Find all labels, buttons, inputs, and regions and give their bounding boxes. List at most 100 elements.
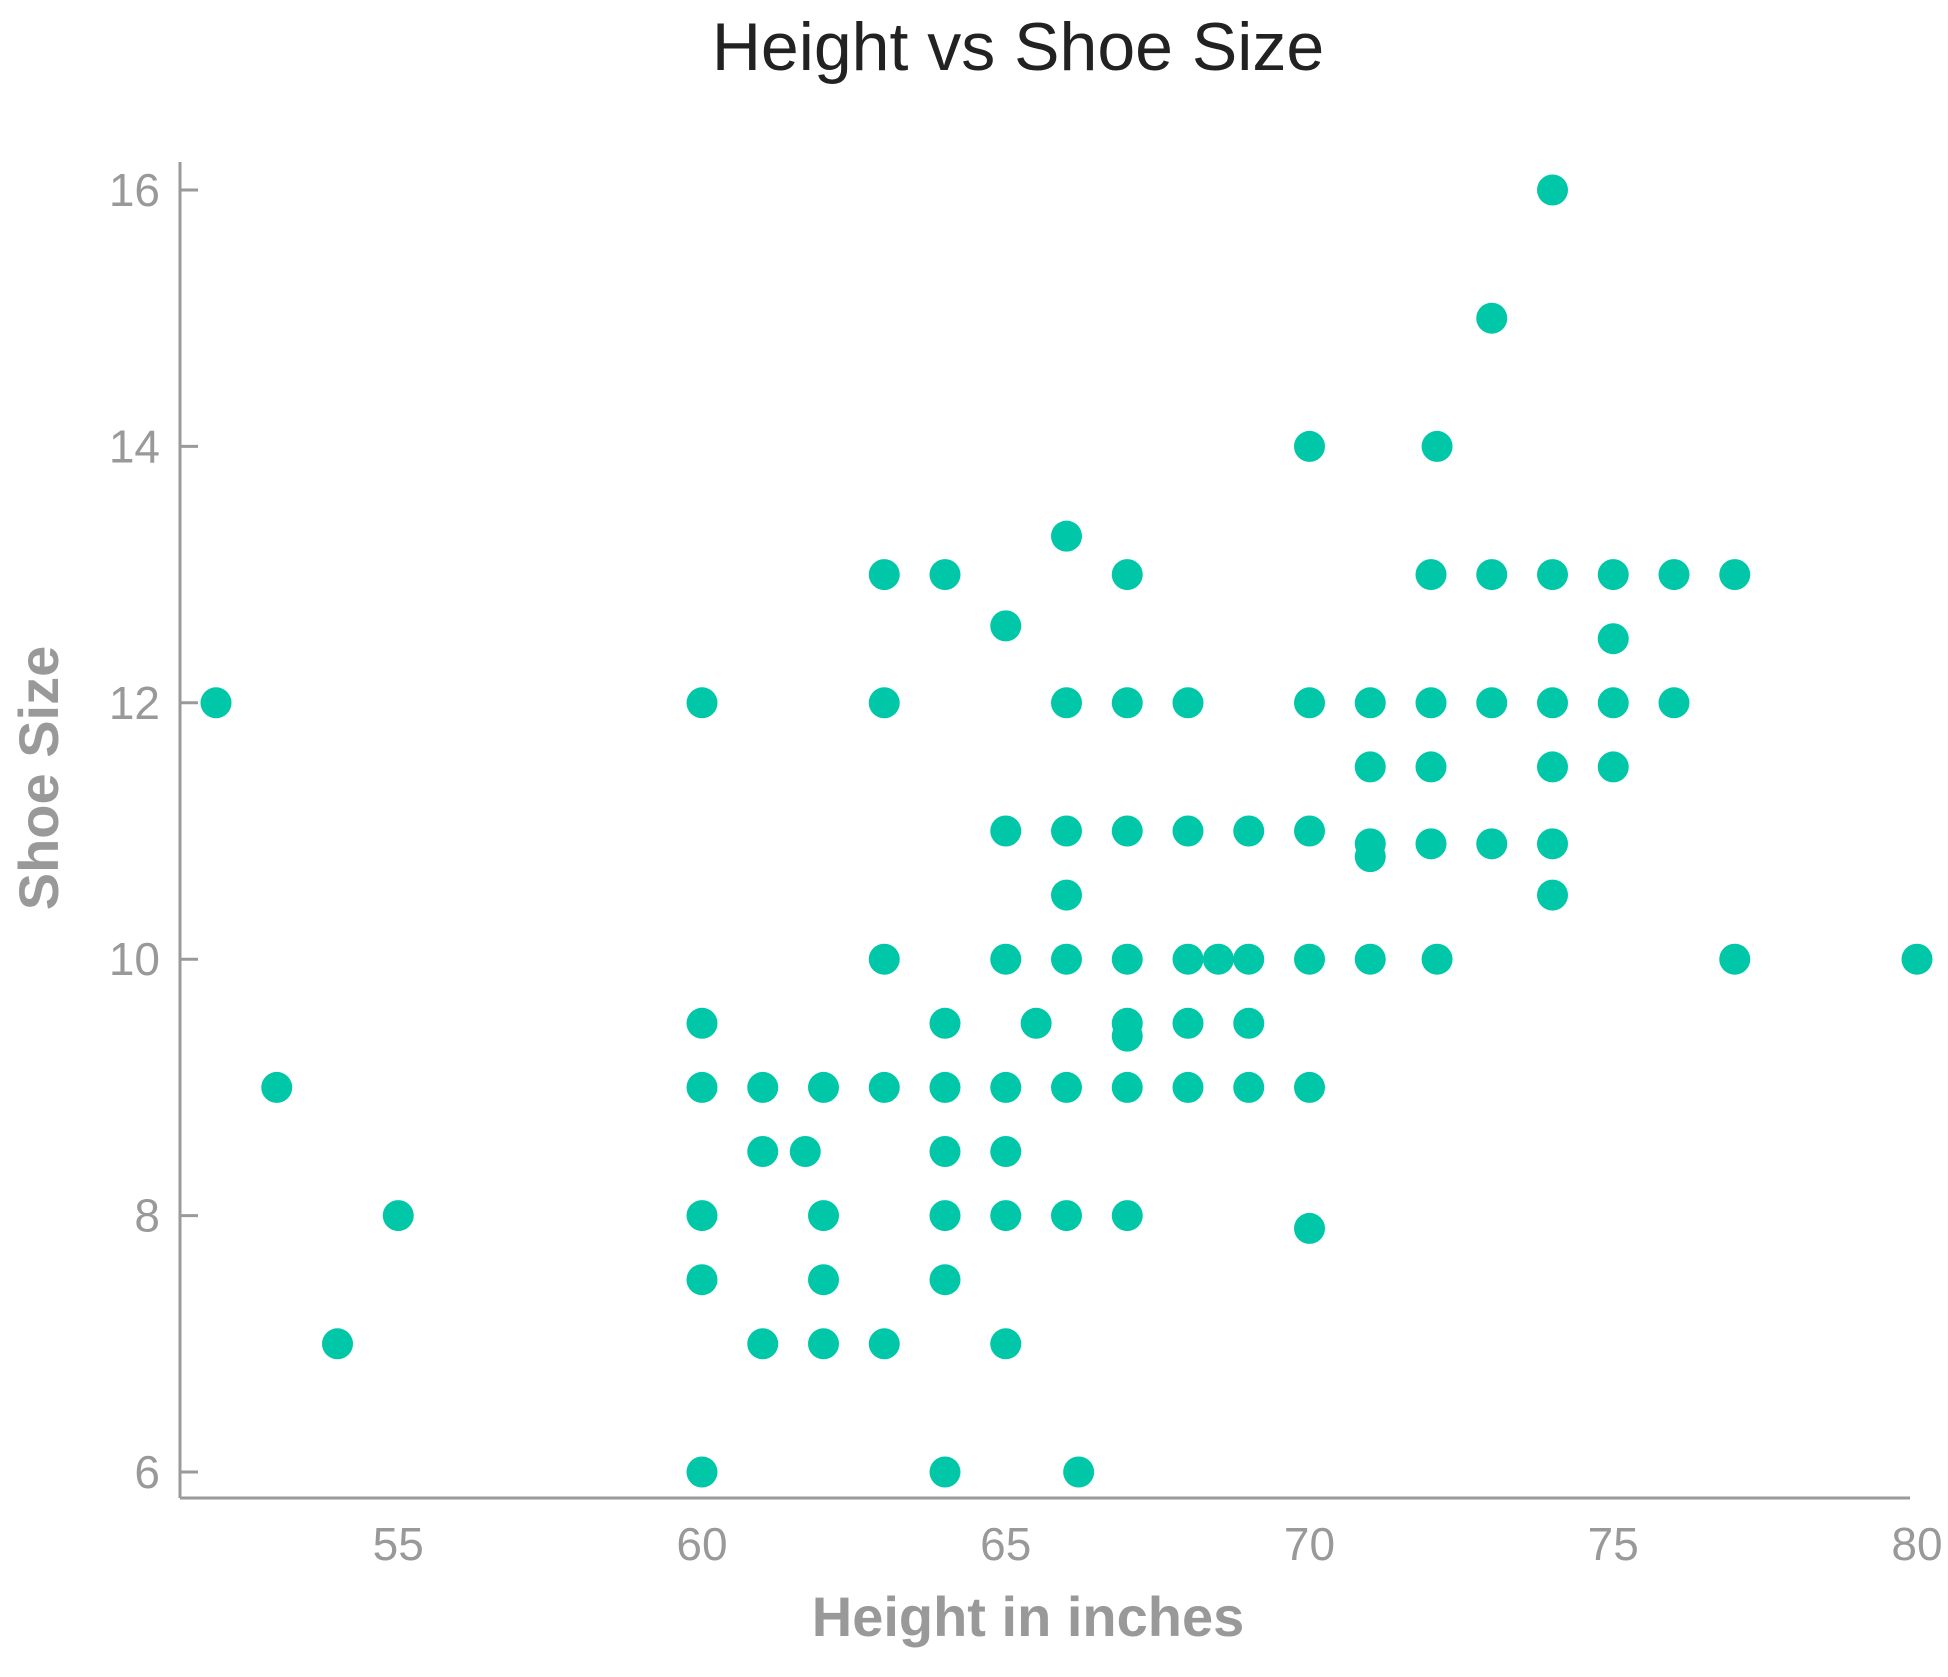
data-point xyxy=(1051,1200,1082,1232)
data-point xyxy=(1901,943,1933,975)
data-point xyxy=(929,1071,961,1103)
data-point xyxy=(1476,828,1508,860)
x-tick-label: 75 xyxy=(1588,1518,1639,1570)
data-point xyxy=(1597,687,1629,719)
data-point xyxy=(1111,1020,1143,1052)
data-point xyxy=(1051,687,1082,719)
data-point xyxy=(990,1071,1022,1103)
data-point xyxy=(1415,687,1447,719)
data-point xyxy=(1020,1007,1052,1039)
data-point xyxy=(1172,1007,1204,1039)
data-point xyxy=(1537,687,1568,719)
data-point xyxy=(1111,943,1143,975)
data-point xyxy=(1202,943,1234,975)
data-point xyxy=(1658,559,1690,591)
data-point xyxy=(747,1328,779,1360)
data-point xyxy=(1051,1071,1082,1103)
data-point xyxy=(929,1136,961,1167)
data-point xyxy=(1537,174,1568,206)
data-point xyxy=(868,1071,900,1103)
data-point xyxy=(1172,687,1204,719)
data-point xyxy=(990,943,1022,975)
data-point xyxy=(990,1328,1022,1360)
data-point xyxy=(1111,1071,1143,1103)
data-point xyxy=(686,1071,718,1103)
y-tick-label: 12 xyxy=(109,677,160,729)
data-point xyxy=(808,1328,839,1360)
data-point xyxy=(808,1200,839,1232)
data-point xyxy=(1476,687,1508,719)
data-point xyxy=(868,687,900,719)
data-point xyxy=(1719,943,1751,975)
data-point xyxy=(1476,302,1508,334)
data-point xyxy=(1111,559,1143,591)
data-point xyxy=(1354,943,1386,975)
x-axis-title: Height in inches xyxy=(812,1585,1245,1648)
data-point xyxy=(1415,828,1447,860)
data-point xyxy=(1233,815,1265,847)
x-tick-label: 60 xyxy=(676,1518,727,1570)
data-point xyxy=(1719,559,1751,591)
data-point xyxy=(929,1456,961,1488)
chart-title: Height vs Shoe Size xyxy=(712,9,1324,85)
data-point xyxy=(929,1007,961,1039)
data-point xyxy=(1415,751,1447,783)
data-point xyxy=(1172,1071,1204,1103)
data-point xyxy=(1051,520,1082,552)
data-point xyxy=(1537,828,1568,860)
data-point xyxy=(1294,815,1325,847)
data-point xyxy=(1476,559,1508,591)
data-point xyxy=(747,1071,779,1103)
data-point xyxy=(1233,943,1265,975)
data-point xyxy=(1294,1071,1325,1103)
data-point xyxy=(1537,751,1568,783)
data-point xyxy=(808,1071,839,1103)
data-point xyxy=(1354,841,1386,873)
data-point xyxy=(1111,687,1143,719)
data-point xyxy=(868,1328,900,1360)
data-point xyxy=(929,1264,961,1296)
data-point xyxy=(789,1136,821,1167)
data-point xyxy=(686,1200,718,1232)
data-point xyxy=(868,943,900,975)
x-tick-label: 70 xyxy=(1284,1518,1335,1570)
y-tick-label: 8 xyxy=(134,1190,160,1242)
data-point xyxy=(1233,1007,1265,1039)
data-point xyxy=(1421,943,1453,975)
data-point xyxy=(868,559,900,591)
data-point xyxy=(1294,687,1325,719)
x-tick-label: 80 xyxy=(1891,1518,1942,1570)
data-point xyxy=(1051,879,1082,911)
data-point xyxy=(1051,943,1082,975)
data-point xyxy=(686,687,718,719)
data-point xyxy=(1172,815,1204,847)
data-point xyxy=(382,1200,414,1232)
data-point xyxy=(1294,430,1325,462)
x-tick-label: 55 xyxy=(373,1518,424,1570)
y-tick-label: 10 xyxy=(109,933,160,985)
data-point xyxy=(1415,559,1447,591)
data-point xyxy=(686,1264,718,1296)
data-point xyxy=(1354,751,1386,783)
data-point xyxy=(929,1200,961,1232)
data-point xyxy=(990,1200,1022,1232)
x-tick-label: 65 xyxy=(980,1518,1031,1570)
y-tick-label: 6 xyxy=(134,1446,160,1498)
data-point xyxy=(1294,943,1325,975)
data-point xyxy=(1354,687,1386,719)
data-point xyxy=(990,1136,1022,1167)
data-point xyxy=(1063,1456,1095,1488)
data-point xyxy=(1294,1212,1325,1244)
y-tick-label: 14 xyxy=(109,420,160,472)
data-point xyxy=(1233,1071,1265,1103)
data-point xyxy=(1111,1200,1143,1232)
data-point xyxy=(1597,559,1629,591)
data-point xyxy=(1537,559,1568,591)
data-point xyxy=(990,815,1022,847)
y-axis-title: Shoe Size xyxy=(7,646,70,911)
data-point xyxy=(322,1328,353,1360)
data-point xyxy=(1051,815,1082,847)
data-point xyxy=(1597,751,1629,783)
data-point xyxy=(686,1007,718,1039)
